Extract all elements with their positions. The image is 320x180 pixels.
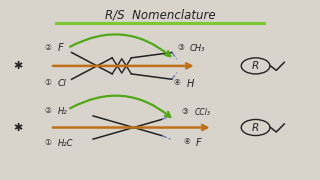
Text: CH₃: CH₃ [190, 44, 205, 53]
Text: ④: ④ [183, 137, 190, 146]
Text: R: R [252, 61, 259, 71]
Text: R: R [252, 123, 259, 132]
Text: ③: ③ [182, 107, 189, 116]
Text: ①: ① [45, 78, 52, 87]
Text: F: F [196, 138, 202, 148]
Text: Cl: Cl [58, 79, 67, 88]
Text: ③: ③ [177, 43, 184, 52]
Text: H: H [187, 79, 194, 89]
Text: R/S  Nomenclature: R/S Nomenclature [105, 9, 215, 22]
Text: ④: ④ [174, 78, 181, 87]
Text: ②: ② [45, 106, 52, 115]
Text: H₂: H₂ [58, 107, 68, 116]
Text: F: F [58, 43, 64, 53]
Text: ②: ② [45, 43, 52, 52]
Text: ①: ① [45, 138, 52, 147]
Text: ✱: ✱ [13, 123, 23, 132]
Text: ✱: ✱ [13, 61, 23, 71]
Text: H₂C: H₂C [58, 139, 74, 148]
Text: CCl₃: CCl₃ [195, 108, 210, 117]
